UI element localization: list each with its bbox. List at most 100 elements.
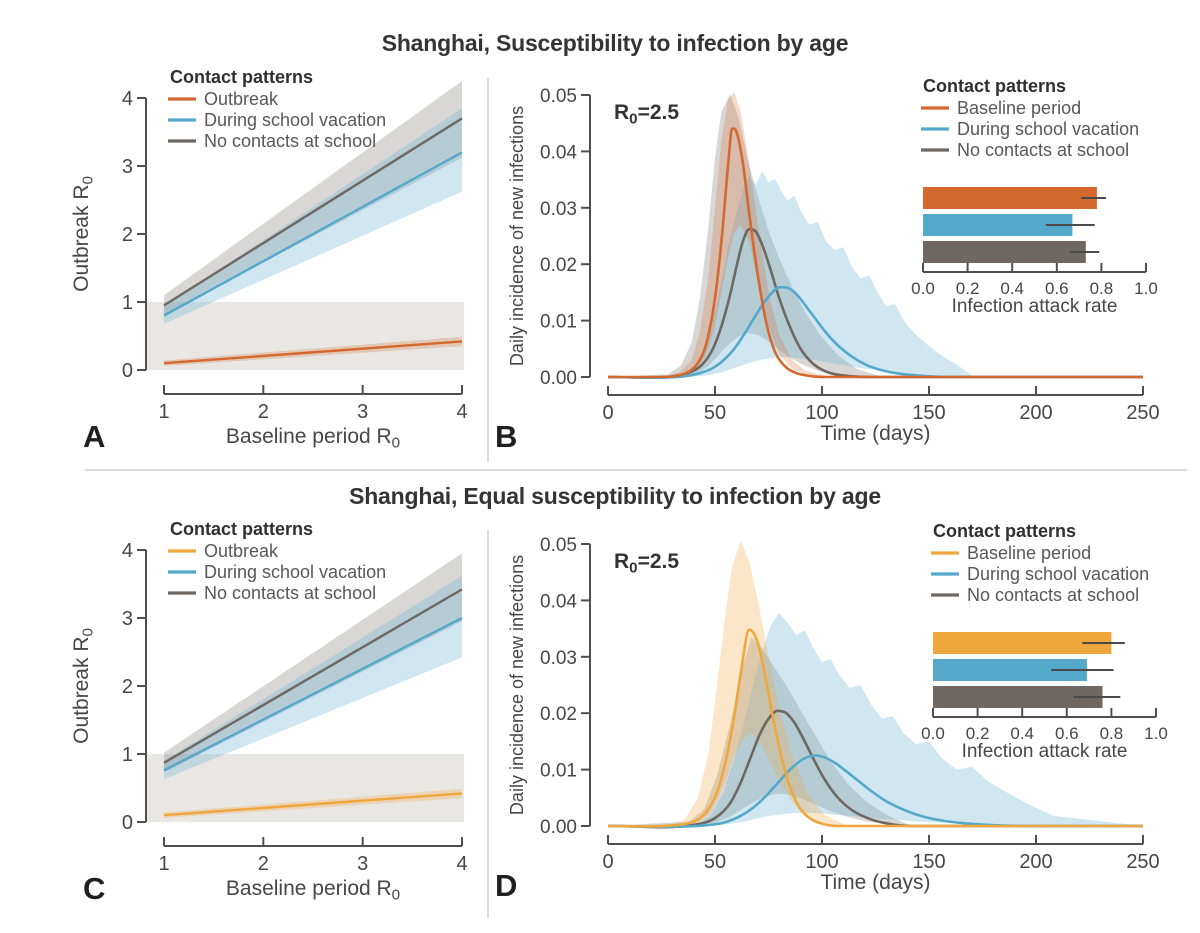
- series-line-gray: [163, 117, 463, 307]
- x-axis-title: Baseline period R0: [226, 877, 400, 904]
- inset-x-axis-title: Infection attack rate: [962, 741, 1128, 762]
- panel-letter-C: C: [83, 871, 105, 906]
- band-gray: [608, 93, 1143, 378]
- x-tick-label: 50: [704, 402, 726, 424]
- bar-orange: [923, 187, 1097, 209]
- series-line-orange: [608, 127, 1143, 379]
- y-axis: 0.00 0.01 0.02 0.03 0.04 0.05: [540, 535, 591, 838]
- legend-item-label: No contacts at school: [957, 140, 1129, 160]
- band-blue: [608, 612, 1143, 826]
- threshold-band: [147, 302, 464, 370]
- legend-item-label: During school vacation: [967, 564, 1149, 584]
- series-line-gray: [163, 588, 463, 764]
- y-tick-label: 0.04: [540, 591, 577, 612]
- y-tick-label: 4: [122, 540, 133, 562]
- panel-C: 0 1 2 3 4 1 2 3 4 Baseline period R0 Outbreak R0 Co…: [70, 519, 468, 906]
- x-tick-label: 1: [158, 401, 169, 423]
- y-tick-label: 2: [122, 676, 133, 698]
- band-yellow: [608, 541, 1143, 826]
- x-tick-label: 1.0: [1144, 724, 1168, 743]
- x-axis: 1 2 3 4: [158, 837, 468, 875]
- y-tick-label: 0.03: [540, 648, 577, 669]
- x-tick-label: 0: [602, 402, 613, 424]
- y-tick-label: 0.00: [540, 368, 577, 389]
- y-axis: 0.00 0.01 0.02 0.03 0.04 0.05: [540, 86, 591, 389]
- x-tick-label: 0.6: [1045, 279, 1069, 298]
- x-tick-label: 100: [805, 402, 838, 424]
- x-tick-label: 200: [1019, 851, 1052, 873]
- y-tick-label: 2: [122, 224, 133, 246]
- x-tick-label: 3: [357, 401, 368, 423]
- inset-bars: [933, 632, 1125, 708]
- x-tick-label: 4: [456, 853, 467, 875]
- x-axis-title: Time (days): [820, 422, 930, 445]
- y-tick-label: 1: [122, 292, 133, 314]
- legend-item-label: Outbreak: [204, 541, 279, 561]
- x-axis-title: Time (days): [820, 871, 930, 894]
- legend-title: Contact patterns: [923, 76, 1066, 96]
- x-tick-label: 150: [912, 851, 945, 873]
- bar-blue: [933, 659, 1087, 681]
- x-tick-label: 0.4: [1000, 279, 1024, 298]
- x-tick-label: 100: [805, 851, 838, 873]
- x-tick-label: 0.2: [966, 724, 990, 743]
- series-line-blue: [163, 151, 463, 317]
- y-axis-title: Daily incidence of new infections: [507, 106, 527, 366]
- threshold-band: [147, 754, 464, 822]
- y-tick-label: 4: [122, 88, 133, 110]
- x-tick-label: 0.0: [921, 724, 945, 743]
- r0-annotation: R0=2.5: [614, 101, 679, 128]
- bar-gray: [923, 241, 1086, 263]
- legend-title: Contact patterns: [933, 521, 1076, 541]
- x-tick-label: 2: [258, 401, 269, 423]
- panel-letter-D: D: [495, 868, 517, 903]
- x-tick-label: 0.8: [1100, 724, 1124, 743]
- band-blue: [164, 575, 462, 780]
- dividers: [85, 78, 1187, 918]
- y-tick-label: 0.01: [540, 312, 577, 333]
- x-tick-label: 0.6: [1055, 724, 1079, 743]
- y-tick-label: 0.04: [540, 142, 577, 163]
- panel-letter-A: A: [83, 419, 105, 454]
- section-title-equal-susceptibility: Shanghai, Equal susceptibility to infect…: [349, 483, 881, 509]
- x-axis: 0 50 100 150 200 250: [602, 386, 1160, 424]
- series-line-blue: [607, 285, 1143, 379]
- series-line-blue: [607, 754, 1144, 829]
- x-tick-label: 0.4: [1010, 724, 1034, 743]
- y-axis: 0 1 2 3 4: [122, 540, 147, 834]
- series-line-gray: [607, 227, 1143, 379]
- x-tick-label: 0.2: [956, 279, 980, 298]
- y-tick-label: 1: [122, 744, 133, 766]
- legend-item-label: Outbreak: [204, 89, 279, 109]
- x-axis-title: Baseline period R0: [226, 425, 400, 452]
- r0-annotation: R0=2.5: [614, 550, 679, 577]
- y-axis-title: Outbreak R0: [70, 628, 97, 744]
- inset-x-axis: 0.0 0.2 0.4 0.6 0.8 1.0: [911, 263, 1158, 298]
- band-gray: [164, 553, 462, 773]
- x-tick-label: 0: [602, 851, 613, 873]
- legend-item-label: Baseline period: [967, 543, 1091, 563]
- band-gray: [164, 81, 462, 315]
- x-tick-label: 4: [456, 401, 467, 423]
- panel-letter-B: B: [495, 419, 517, 454]
- y-tick-label: 0: [122, 812, 133, 834]
- x-tick-label: 0.0: [911, 279, 935, 298]
- y-axis-title: Outbreak R0: [70, 176, 97, 292]
- y-tick-label: 0.05: [540, 86, 577, 107]
- x-tick-label: 0.8: [1090, 279, 1114, 298]
- x-axis: 1 2 3 4: [158, 385, 468, 423]
- x-tick-label: 2: [258, 853, 269, 875]
- x-tick-label: 50: [704, 851, 726, 873]
- bar-blue: [923, 214, 1073, 236]
- section-title-susceptibility: Shanghai, Susceptibility to infection by…: [381, 30, 849, 56]
- legend-title: Contact patterns: [170, 67, 313, 87]
- x-tick-label: 250: [1126, 402, 1159, 424]
- bar-yellow: [933, 632, 1112, 654]
